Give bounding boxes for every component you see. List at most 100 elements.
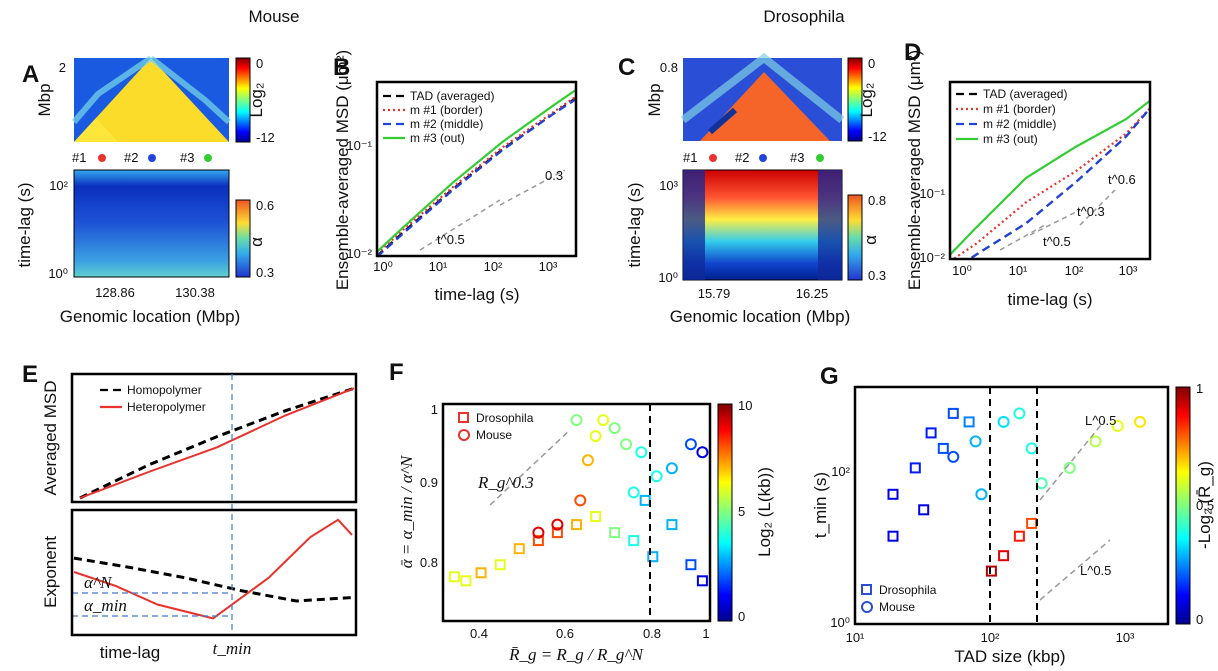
axis-label-d-x: time-lag (s) [1007, 290, 1092, 309]
colorbar-f-tick-2: 0 [738, 609, 745, 624]
panel-label-d: D [904, 39, 921, 66]
axis-tick-a-x-1: 130.38 [175, 285, 215, 300]
scatter-point-g-1-1 [969, 435, 982, 448]
axis-label-e-exponent: Exponent [41, 536, 60, 608]
panel-label-g: G [820, 363, 839, 390]
axis-tick-d-y-0: 10⁻¹ [919, 186, 945, 201]
scatter-point-f-1-12 [696, 446, 709, 459]
axis-tick-c-x-1: 16.25 [796, 286, 829, 301]
axis-tick-c-bottom-y-0: 10³ [659, 178, 678, 193]
guide-label-d-0: t^0.5 [1043, 234, 1071, 249]
panel-label-b: B [333, 54, 350, 81]
colorbar-f-tick-0: 10 [738, 398, 752, 413]
colorbar-g [1175, 386, 1191, 625]
scatter-point-g-0-7 [998, 550, 1010, 562]
legend-label-d-0: TAD (averaged) [983, 87, 1067, 101]
tad-edge-c [680, 52, 845, 124]
scatter-point-g-1-9 [975, 488, 988, 501]
colorbar-a-bottom-tick-1: 0.3 [256, 265, 274, 280]
legend-label-g-0: Drosophila [879, 583, 937, 597]
axis-tick-a-top-y: 2 [59, 60, 66, 75]
axis-label-a-genomic: Genomic location (Mbp) [60, 307, 240, 326]
panel-a: 0 -12 Log₂ Mbp 2 #1 #2 #3 0.6 0.3 α time… [15, 55, 275, 326]
legend-label-g-1: Mouse [879, 600, 915, 614]
plot-area-f [443, 404, 710, 621]
annotation-e-tmin: t_min [213, 639, 252, 658]
tad-triangle-a [74, 58, 229, 142]
axis-tick-f-y-1: 0.9 [420, 475, 438, 490]
axis-tick-f-x-1: 0.6 [556, 626, 574, 641]
marker-c-1-dot [709, 154, 717, 162]
marker-c-1: #1 [683, 150, 697, 165]
guide-label-g-0: L^0.5 [1085, 413, 1116, 428]
alpha-map-a [73, 169, 230, 278]
axis-label-f-y: ᾱ = α_min / α^N [397, 454, 416, 568]
axis-label-a-mbp: Mbp [35, 83, 54, 116]
panel-label-f: F [389, 359, 404, 386]
scatter-point-g-0-1 [887, 488, 899, 500]
series-line-d-1 [951, 107, 1150, 259]
colorbar-c-top-tick-0: 0 [868, 56, 875, 71]
panel-label-e: E [22, 361, 38, 388]
axis-tick-g-x-2: 10³ [1116, 630, 1135, 645]
scatter-point-f-1-14 [627, 486, 640, 499]
colorbar-c-top [847, 57, 863, 142]
marker-c-3-dot [816, 154, 824, 162]
alpha-map-c-left-band [683, 170, 705, 280]
series-line-e-top-1 [79, 387, 355, 499]
marker-c-2: #2 [735, 150, 749, 165]
plot-area-e-bottom [72, 510, 356, 635]
legend-label-d-2: m #2 (middle) [983, 117, 1056, 131]
axis-tick-f-y-2: 0.8 [420, 555, 438, 570]
axis-tick-d-x-1: 10¹ [1009, 263, 1028, 278]
colorbar-a-top-tick-1: -12 [256, 130, 275, 145]
axis-label-a-timelag: time-lag (s) [15, 182, 34, 267]
axis-tick-a-x-0: 128.86 [95, 285, 135, 300]
axis-tick-a-bottom-y-0: 10² [49, 178, 68, 193]
axis-label-f-x: R̄_g = R_g / R_g^N [508, 645, 645, 664]
panel-label-a: A [22, 61, 39, 88]
axis-tick-b-x-2: 10² [484, 259, 503, 274]
frame-e-bottom [70, 508, 358, 637]
scatter-point-g-1-8 [1134, 415, 1146, 428]
guide-g-0 [1039, 419, 1106, 501]
guide-label-b-0: t^0.5 [437, 232, 465, 247]
colorbar-c-top-tick-1: -12 [868, 129, 887, 144]
axis-tick-b-y-1: 10⁻² [346, 246, 372, 261]
colorbar-c-bottom-tick-0: 0.8 [868, 193, 886, 208]
scatter-point-f-0-7 [571, 519, 582, 531]
guide-b-1 [499, 169, 566, 206]
panel-f: Drosophila Mouse R_g^0.3 10 5 0 Log₂ (L(k… [397, 398, 774, 664]
scatter-point-f-1-9 [650, 470, 663, 483]
series-line-b-2 [377, 98, 576, 256]
panel-label-c: C [618, 54, 635, 81]
scatter-point-f-0-2 [475, 567, 487, 579]
scatter-point-g-1-7 [1111, 420, 1124, 432]
legend-label-f-0: Drosophila [476, 411, 534, 425]
legend-label-b-3: m #3 (out) [410, 131, 465, 145]
frame-f [441, 402, 712, 623]
axis-tick-g-x-1: 10² [981, 630, 1000, 645]
legend-marker-f-1 [458, 429, 470, 441]
scatter-point-g-0-3 [925, 427, 937, 439]
series-line-b-1 [377, 95, 576, 255]
marker-a-1: #1 [72, 150, 86, 165]
scatter-point-f-1-10 [665, 462, 678, 475]
colorbar-a-bottom-label: α [247, 237, 266, 247]
scatter-point-f-1-0 [532, 526, 545, 539]
axis-tick-g-y-1: 10⁰ [830, 615, 850, 630]
scatter-point-f-1-8 [635, 446, 648, 459]
marker-c-2-dot [759, 154, 767, 162]
axis-tick-d-x-2: 10² [1065, 263, 1084, 278]
guide-b-0 [419, 199, 501, 251]
scatter-point-f-1-13 [570, 414, 583, 427]
scatter-point-f-1-11 [684, 438, 697, 451]
legend-label-d-3: m #3 (out) [983, 132, 1038, 146]
axis-tick-g-x-0: 10¹ [846, 630, 865, 645]
colorbar-g-tick-2: 0 [1196, 612, 1203, 627]
series-line-e-top-0 [79, 386, 355, 500]
scatter-point-f-1-6 [608, 422, 621, 435]
alpha-map-c [682, 169, 843, 281]
scatter-point-g-0-8 [1013, 530, 1025, 542]
